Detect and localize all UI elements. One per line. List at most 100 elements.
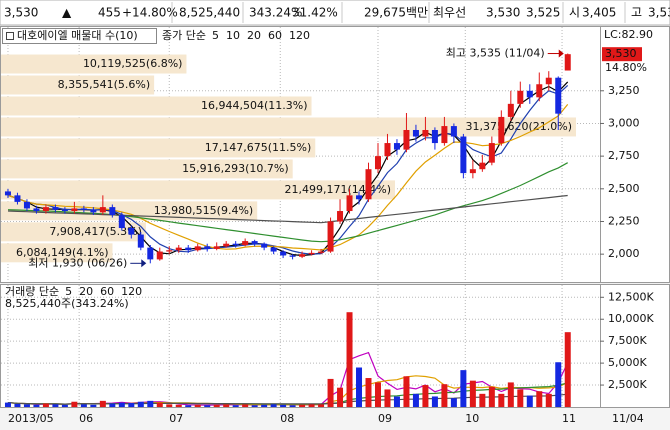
- volume-bar: [422, 385, 429, 407]
- volume-bar: [346, 312, 353, 407]
- volume-bar: [555, 362, 562, 407]
- volume-bar: [23, 404, 30, 407]
- legend-item: 5: [65, 285, 72, 298]
- volume-profile-label: 17,147,675(11.5%): [205, 141, 312, 154]
- volume-bar: [223, 404, 230, 407]
- volume-profile-label: 7,908,417(5.3%): [49, 225, 142, 238]
- candle-body: [99, 207, 106, 213]
- candle-body: [33, 208, 40, 212]
- annotation-arrowhead: [141, 259, 147, 268]
- volume-panel: [0, 284, 601, 408]
- x-tick-label: 10: [465, 412, 479, 425]
- quote-cell: +14.80%: [122, 6, 178, 20]
- candle-body: [356, 195, 363, 200]
- candle-body: [365, 169, 372, 200]
- axis-note: LC:82.90: [604, 28, 653, 41]
- volume-bar: [270, 404, 277, 407]
- volume-profile-label: 16,944,504(11.3%): [201, 99, 308, 112]
- quote-cell: 3,530: [4, 6, 38, 20]
- volume-bar: [384, 389, 391, 407]
- volume-bar: [318, 404, 325, 407]
- legend-item: 120: [289, 29, 310, 42]
- volume-bar: [526, 395, 533, 407]
- volume-profile-bar: [1, 243, 113, 263]
- x-axis-strip: [0, 408, 670, 430]
- legend-item: 10: [226, 29, 240, 42]
- volume-bar: [327, 378, 334, 407]
- volume-profile-bar: [1, 180, 396, 200]
- mark-layer: [4, 53, 571, 407]
- candle-body: [536, 84, 543, 98]
- candle-body: [42, 207, 49, 212]
- candle-body: [488, 143, 495, 163]
- candle-body: [242, 241, 249, 246]
- volume-bar: [251, 405, 258, 407]
- volume-profile-bar: [1, 96, 312, 116]
- quote-cell: 3,535: [648, 6, 670, 20]
- volume-bar: [403, 376, 410, 407]
- candle-body: [261, 243, 268, 248]
- volume-bar: [118, 402, 125, 407]
- y-tick-label: 7,500K: [608, 334, 647, 347]
- candle-body: [479, 162, 486, 170]
- candle-body: [384, 143, 391, 157]
- candle-body: [431, 129, 438, 144]
- quote-cell: 최우선: [433, 6, 466, 20]
- candle-body: [327, 221, 334, 252]
- x-tick-label: 06: [79, 412, 93, 425]
- annotation-arrowhead: [558, 49, 564, 58]
- candle-body: [137, 234, 144, 248]
- candle-body: [166, 250, 173, 252]
- volume-bar: [204, 405, 211, 407]
- candle-body: [441, 126, 448, 144]
- quote-cell: 3,530: [486, 6, 520, 20]
- volume-bar: [431, 396, 438, 407]
- candle-body: [460, 136, 467, 174]
- volume-profile-bar: [1, 54, 187, 74]
- volume-bar: [393, 396, 400, 407]
- candle-body: [23, 201, 30, 209]
- volume-profile-layer: 6,084,149(4.1%) 7,908,417(5.3%) 13,980,515…: [1, 54, 576, 263]
- candle-body: [194, 246, 201, 251]
- volume-bar: [308, 404, 315, 407]
- candle-body: [412, 129, 419, 137]
- volume-bar: [128, 403, 135, 407]
- volume-bar: [80, 404, 87, 407]
- volume-bar: [280, 404, 287, 407]
- volume-bar: [479, 393, 486, 407]
- y-tick-label: 5,000K: [608, 356, 647, 369]
- volume-bar: [14, 403, 21, 407]
- candle-body: [308, 252, 315, 255]
- volume-bar: [232, 405, 239, 407]
- volume-profile-label: 21,499,171(14.4%): [284, 183, 391, 196]
- volume-profile-label: 13,980,515(9.4%): [154, 204, 254, 217]
- volume-bar: [564, 332, 571, 407]
- candle-body: [337, 211, 344, 222]
- volume-bar: [42, 403, 49, 407]
- candle-body: [118, 214, 125, 229]
- candle-body: [147, 247, 154, 260]
- legend-item: 5: [212, 29, 219, 42]
- volume-bar: [52, 404, 59, 407]
- volume-bar: [299, 404, 306, 407]
- legend-item: 120: [121, 285, 142, 298]
- legend-prefix: 종가 단순: [162, 29, 206, 42]
- candle-body: [289, 255, 296, 257]
- quote-cell: 시: [569, 6, 580, 20]
- candle-body: [545, 77, 552, 85]
- volume-bar: [460, 370, 467, 407]
- candle-body: [403, 129, 410, 150]
- legend-item: 60: [100, 285, 114, 298]
- volume-bar: [194, 404, 201, 407]
- y-tick-label: 2,500K: [608, 378, 647, 391]
- volume-bar: [213, 404, 220, 407]
- annotation: 최저 1,930 (06/26): [28, 256, 127, 269]
- volume-bar: [507, 382, 514, 407]
- quote-cell: 8,525,440: [179, 6, 240, 20]
- x-tick-label: 07: [169, 412, 183, 425]
- x-tick-label: 2013/05: [8, 412, 54, 425]
- quote-cell: 3,405: [582, 6, 616, 20]
- quote-cell: 3,525: [526, 6, 560, 20]
- y-tick-label: 2,250: [608, 214, 640, 227]
